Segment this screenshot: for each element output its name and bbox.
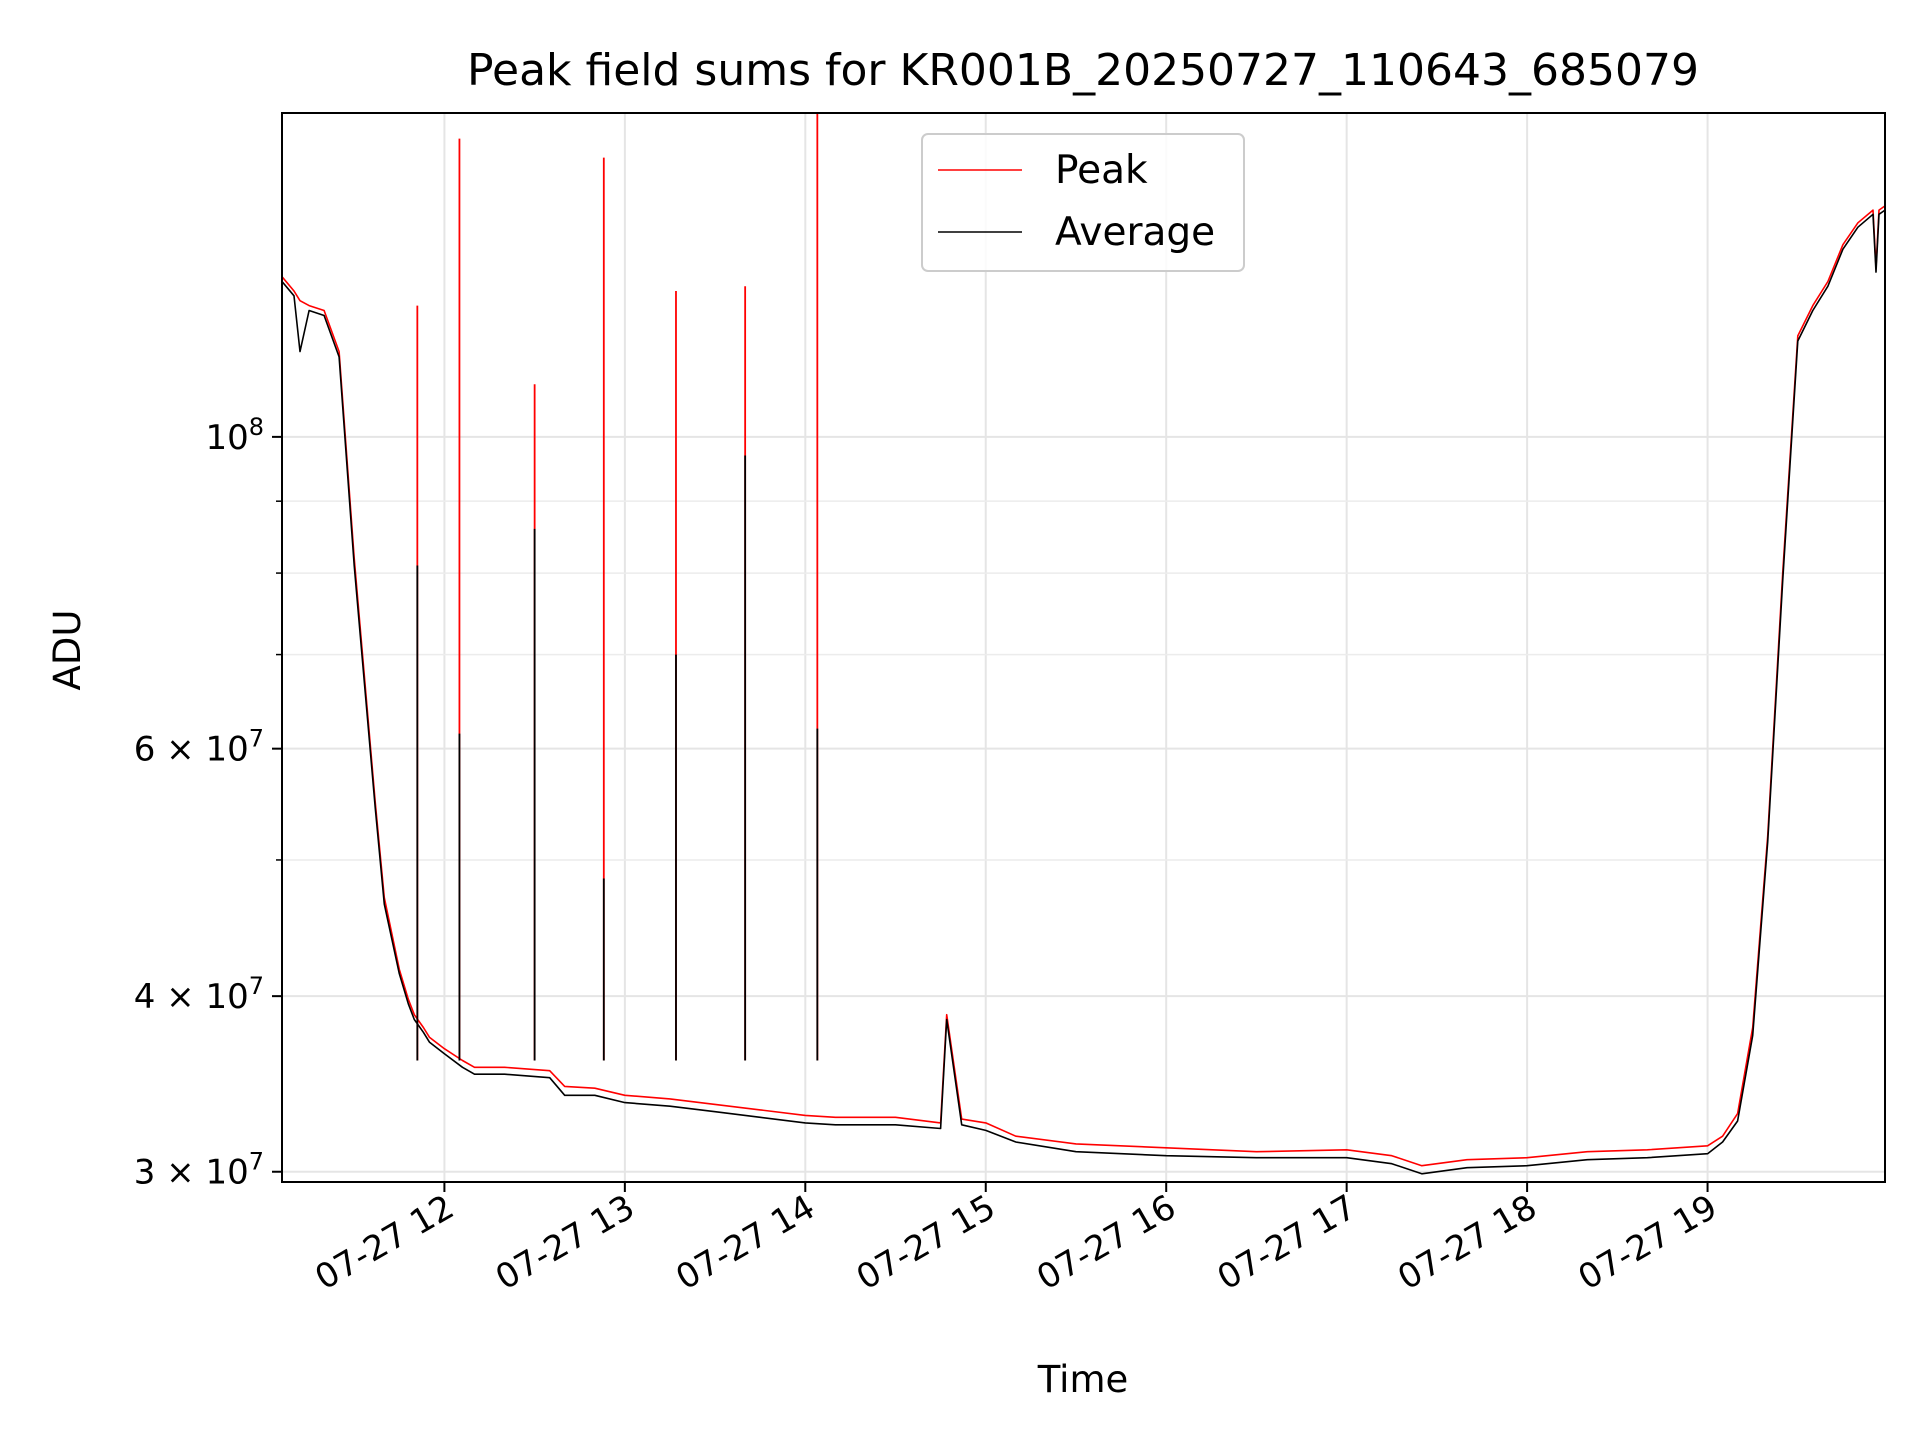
- x-axis-label: Time: [1037, 1358, 1129, 1401]
- series-layer: [281, 113, 1886, 1175]
- y-tick-label: 3 × 107: [134, 1148, 264, 1193]
- grid: [282, 113, 1885, 1182]
- y-tick-base: 10: [205, 418, 248, 458]
- y-tick-label: 6 × 107: [134, 725, 264, 770]
- y-tick-label: 108: [205, 413, 264, 458]
- legend-box: [921, 133, 1245, 272]
- y-tick-base: 4 × 10: [134, 977, 249, 1017]
- legend: Peak Average: [921, 133, 1245, 272]
- chart-title: Peak field sums for KR001B_20250727_1106…: [467, 45, 1699, 96]
- y-tick-label: 4 × 107: [134, 972, 264, 1017]
- legend-label-peak: Peak: [1055, 148, 1148, 193]
- y-tick-exponent: 8: [249, 413, 264, 441]
- y-tick-exponent: 7: [249, 972, 264, 1000]
- y-tick-base: 6 × 10: [134, 730, 249, 770]
- y-axis-label: ADU: [46, 610, 89, 691]
- legend-label-average: Average: [1055, 210, 1215, 255]
- y-tick-base: 3 × 10: [134, 1153, 249, 1193]
- y-tick-exponent: 7: [249, 1148, 264, 1176]
- series-line-average: [281, 209, 1886, 1175]
- plot-frame: [281, 112, 1886, 1183]
- y-tick-exponent: 7: [249, 725, 264, 753]
